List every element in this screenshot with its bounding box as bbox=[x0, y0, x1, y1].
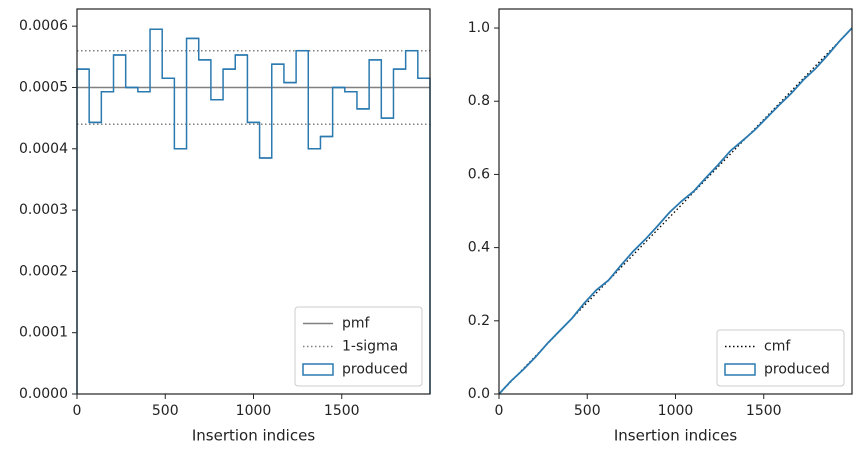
y-tick-label: 0.6 bbox=[468, 166, 490, 182]
y-tick-label: 0.0003 bbox=[19, 202, 68, 218]
x-tick-label: 1000 bbox=[236, 403, 272, 419]
y-tick-label: 0.0000 bbox=[19, 386, 68, 402]
x-tick-label: 1000 bbox=[658, 403, 694, 419]
legend-label: pmf bbox=[342, 316, 371, 332]
y-tick-label: 0.4 bbox=[468, 240, 490, 256]
plot-frame bbox=[76, 8, 431, 395]
y-tick-label: 0.0006 bbox=[19, 18, 68, 34]
x-tick-label: 0 bbox=[73, 403, 82, 419]
x-tick-label: 1500 bbox=[324, 403, 360, 419]
legend-label: 1-sigma bbox=[342, 339, 398, 355]
legend-label: produced bbox=[342, 362, 408, 378]
legend-box bbox=[716, 329, 845, 387]
legend-label: produced bbox=[764, 362, 830, 378]
x-tick-label: 1500 bbox=[746, 403, 782, 419]
x-axis-label: Insertion indices bbox=[614, 427, 737, 445]
x-axis-label: Insertion indices bbox=[192, 427, 315, 445]
legend-swatch bbox=[302, 363, 334, 376]
plot-frame bbox=[498, 8, 853, 395]
y-tick-label: 0.2 bbox=[468, 313, 490, 329]
x-tick-label: 500 bbox=[574, 403, 601, 419]
y-tick-label: 0.0001 bbox=[19, 325, 68, 341]
y-tick-label: 0.8 bbox=[468, 93, 490, 109]
legend-label: cmf bbox=[764, 339, 791, 355]
y-tick-label: 0.0 bbox=[468, 386, 490, 402]
y-tick-label: 1.0 bbox=[468, 20, 490, 36]
x-tick-label: 500 bbox=[152, 403, 179, 419]
series-line bbox=[498, 27, 853, 395]
y-tick-label: 0.0004 bbox=[19, 141, 68, 157]
legend-box bbox=[294, 306, 423, 387]
x-tick-label: 0 bbox=[495, 403, 504, 419]
y-tick-label: 0.0002 bbox=[19, 263, 68, 279]
legend-swatch bbox=[724, 363, 756, 376]
y-tick-label: 0.0005 bbox=[19, 79, 68, 95]
